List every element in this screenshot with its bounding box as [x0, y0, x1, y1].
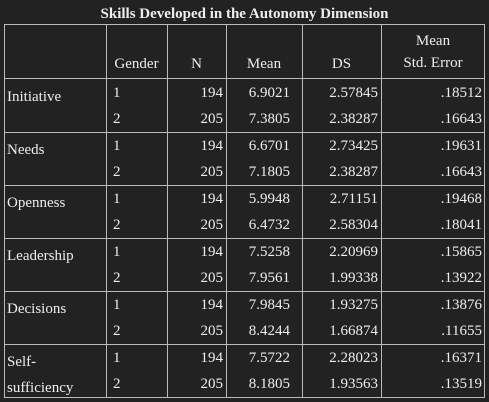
row-line: [4, 238, 485, 239]
cell: .19631: [440, 138, 482, 154]
row-label: Initiative: [7, 89, 62, 105]
cell: 7.1805: [248, 164, 290, 180]
cell: 1: [113, 297, 121, 313]
cell: 7.3805: [248, 111, 290, 127]
cell: 7.5722: [248, 350, 290, 366]
cell: 2.71151: [329, 191, 378, 207]
column-line: [226, 24, 227, 397]
cell: 2: [113, 164, 121, 180]
cell: 7.9845: [248, 297, 290, 313]
row-label: Openness: [7, 195, 66, 211]
cell: 2.38287: [329, 164, 378, 180]
cell: 2: [113, 217, 121, 233]
row-line: [4, 344, 485, 345]
column-header: Mean: [246, 56, 282, 72]
row-label: Decisions: [7, 301, 67, 317]
cell: .18512: [440, 85, 482, 101]
cell: 194: [200, 138, 224, 154]
cell: 2.58304: [329, 217, 378, 233]
cell: .16643: [440, 164, 482, 180]
cell: 205: [200, 270, 224, 286]
row-label: Needs: [7, 142, 45, 158]
column-header: Mean Std. Error: [403, 33, 463, 71]
column-line: [302, 24, 303, 397]
cell: 1: [113, 244, 121, 260]
cell: 2.38287: [329, 111, 378, 127]
cell: 8.4244: [248, 323, 290, 339]
cell: .13922: [440, 270, 482, 286]
column-line: [167, 24, 168, 397]
cell: .16371: [440, 350, 482, 366]
cell: .15865: [440, 244, 482, 260]
row-line: [4, 132, 485, 133]
cell: 2.57845: [329, 85, 378, 101]
cell: 194: [200, 350, 224, 366]
cell: .11655: [441, 323, 482, 339]
column-header: Gender: [114, 56, 159, 72]
cell: 194: [200, 244, 224, 260]
cell: 194: [200, 85, 224, 101]
table-border: [4, 397, 485, 398]
cell: 2: [113, 323, 121, 339]
cell: 194: [200, 191, 224, 207]
cell: 2: [113, 376, 121, 392]
cell: 205: [200, 111, 224, 127]
cell: 1: [113, 138, 121, 154]
cell: 2: [113, 270, 121, 286]
cell: 205: [200, 164, 224, 180]
table-border: [4, 24, 485, 25]
cell: 1.66874: [329, 323, 378, 339]
cell: 205: [200, 323, 224, 339]
cell: 6.6701: [248, 138, 290, 154]
column-line: [381, 24, 382, 397]
column-header: DS: [331, 56, 352, 72]
cell: 6.9021: [248, 85, 290, 101]
cell: 1: [113, 85, 121, 101]
cell: 2.73425: [329, 138, 378, 154]
cell: 2.28023: [329, 350, 378, 366]
table-border: [4, 24, 5, 397]
cell: 5.9948: [248, 191, 290, 207]
column-header: N: [191, 56, 202, 72]
cell: .13519: [440, 376, 482, 392]
cell: 205: [200, 376, 224, 392]
cell: .18041: [440, 217, 482, 233]
cell: .13876: [440, 297, 482, 313]
cell: .19468: [440, 191, 482, 207]
table-title: Skills Developed in the Autonomy Dimensi…: [100, 6, 389, 22]
cell: 2.20969: [329, 244, 378, 260]
cell: 1.93275: [329, 297, 378, 313]
column-line: [106, 24, 107, 397]
cell: 1: [113, 350, 121, 366]
row-line: [4, 185, 485, 186]
row-line: [4, 78, 485, 79]
row-label: Leadership: [7, 248, 74, 264]
cell: 205: [200, 217, 224, 233]
cell: 7.5258: [248, 244, 290, 260]
cell: 1: [113, 191, 121, 207]
cell: 1.93563: [329, 376, 378, 392]
table-border: [484, 24, 485, 397]
row-label: Self-sufficiency: [7, 354, 74, 396]
cell: .16643: [440, 111, 482, 127]
cell: 6.4732: [248, 217, 290, 233]
cell: 2: [113, 111, 121, 127]
row-line: [4, 291, 485, 292]
cell: 7.9561: [248, 270, 290, 286]
cell: 1.99338: [329, 270, 378, 286]
cell: 194: [200, 297, 224, 313]
cell: 8.1805: [248, 376, 290, 392]
